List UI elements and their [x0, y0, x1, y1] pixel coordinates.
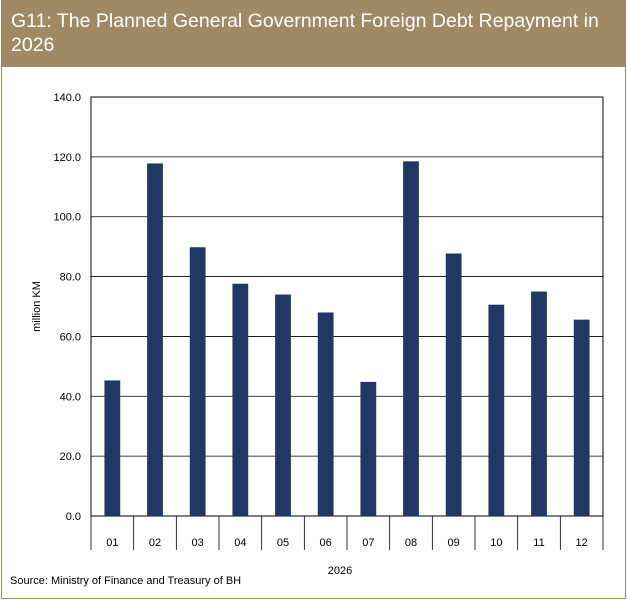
bar-02: [147, 163, 163, 516]
x-tick-label: 06: [320, 537, 332, 549]
bar-10: [488, 304, 505, 516]
y-tick-label: 60.0: [60, 331, 81, 343]
x-tick-label: 10: [490, 537, 502, 549]
y-tick-label: 120.0: [53, 152, 81, 164]
x-tick-label: 07: [362, 537, 374, 549]
y-tick-label: 140.0: [53, 92, 81, 104]
chart-plot: 0.0 20.0 40.0 60.0 80.0 100.0 120.0 140.0 01 02 03…: [31, 92, 604, 575]
y-tick-label: 20.0: [60, 451, 81, 463]
bar-04: [232, 283, 249, 516]
bar-05: [275, 294, 291, 516]
bar-06: [317, 312, 334, 516]
x-tick-label: 12: [576, 537, 588, 549]
bar-12: [573, 319, 590, 516]
y-tick-label: 80.0: [60, 272, 81, 284]
source-note: Source: Ministry of Finance and Treasury…: [10, 575, 242, 587]
chart-title: G11: The Planned General Government Fore…: [2, 1, 625, 67]
x-tick-label: 08: [405, 537, 417, 549]
x-axis-title: 2026: [328, 565, 352, 575]
x-tick-label: 04: [234, 537, 246, 549]
x-tick-label: 05: [277, 537, 289, 549]
bar-11: [531, 291, 547, 516]
x-tick-label: 11: [533, 537, 544, 549]
x-tick-label: 01: [106, 537, 118, 549]
y-tick-label: 100.0: [53, 212, 81, 224]
bar-07: [360, 381, 377, 516]
x-tick-label: 09: [448, 537, 460, 549]
y-axis-title: million KM: [31, 281, 43, 332]
y-tick-label: 40.0: [60, 391, 81, 403]
plot-frame: [90, 96, 604, 517]
bar-08: [403, 161, 419, 516]
y-tick-label: 0.0: [66, 511, 81, 523]
x-tick-label: 02: [149, 537, 161, 549]
bar-03: [189, 247, 206, 516]
x-tick-label: 03: [192, 537, 204, 549]
bar-01: [104, 380, 121, 516]
bar-09: [445, 253, 462, 516]
